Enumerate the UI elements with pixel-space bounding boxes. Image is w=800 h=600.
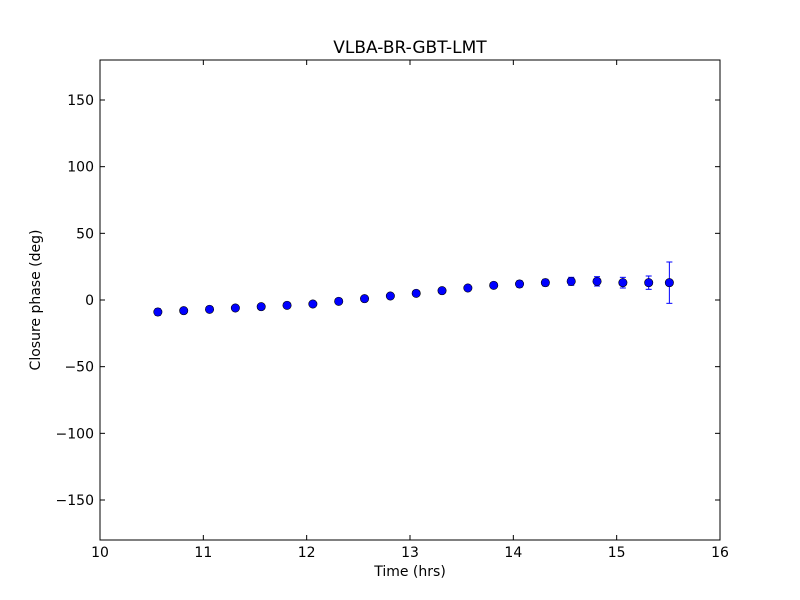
data-point (308, 299, 318, 309)
data-point (230, 303, 240, 313)
data-point (664, 278, 674, 288)
x-tick-label: 10 (91, 545, 109, 561)
data-point (566, 276, 576, 286)
y-tick-label: −150 (56, 493, 94, 509)
plot-area (99, 59, 721, 541)
data-point (515, 279, 525, 289)
data-point (592, 276, 602, 286)
data-series (153, 261, 674, 317)
data-point (256, 302, 266, 312)
y-axis-label: Closure phase (deg) (28, 230, 44, 371)
axes-frame (99, 59, 721, 541)
data-point (463, 283, 473, 293)
data-point (385, 291, 395, 301)
x-tick-label: 13 (401, 545, 419, 561)
x-tick-label: 16 (711, 545, 729, 561)
y-tick-label: 150 (67, 93, 94, 109)
y-tick-label: 50 (76, 226, 94, 242)
y-axis: −150 −100 −50 0 50 100 150 (56, 93, 720, 509)
data-point (437, 286, 447, 296)
data-point (282, 300, 292, 310)
data-point (411, 288, 421, 298)
y-tick-label: −100 (56, 426, 94, 442)
data-point (489, 280, 499, 290)
x-tick-label: 14 (504, 545, 522, 561)
data-point (618, 278, 628, 288)
y-tick-label: −50 (64, 360, 94, 376)
data-point (334, 296, 344, 306)
x-tick-label: 11 (194, 545, 212, 561)
data-point (540, 278, 550, 288)
y-tick-label: 0 (85, 293, 94, 309)
x-axis: 10 11 12 13 14 15 16 (91, 60, 729, 561)
chart-title: VLBA-BR-GBT-LMT (333, 38, 487, 58)
data-point (205, 304, 215, 314)
x-axis-label: Time (hrs) (373, 564, 446, 580)
data-point (153, 307, 163, 317)
x-tick-label: 15 (608, 545, 626, 561)
data-point (360, 294, 370, 304)
data-point (179, 306, 189, 316)
y-tick-label: 100 (67, 160, 94, 176)
data-point (644, 278, 654, 288)
x-tick-label: 12 (298, 545, 316, 561)
